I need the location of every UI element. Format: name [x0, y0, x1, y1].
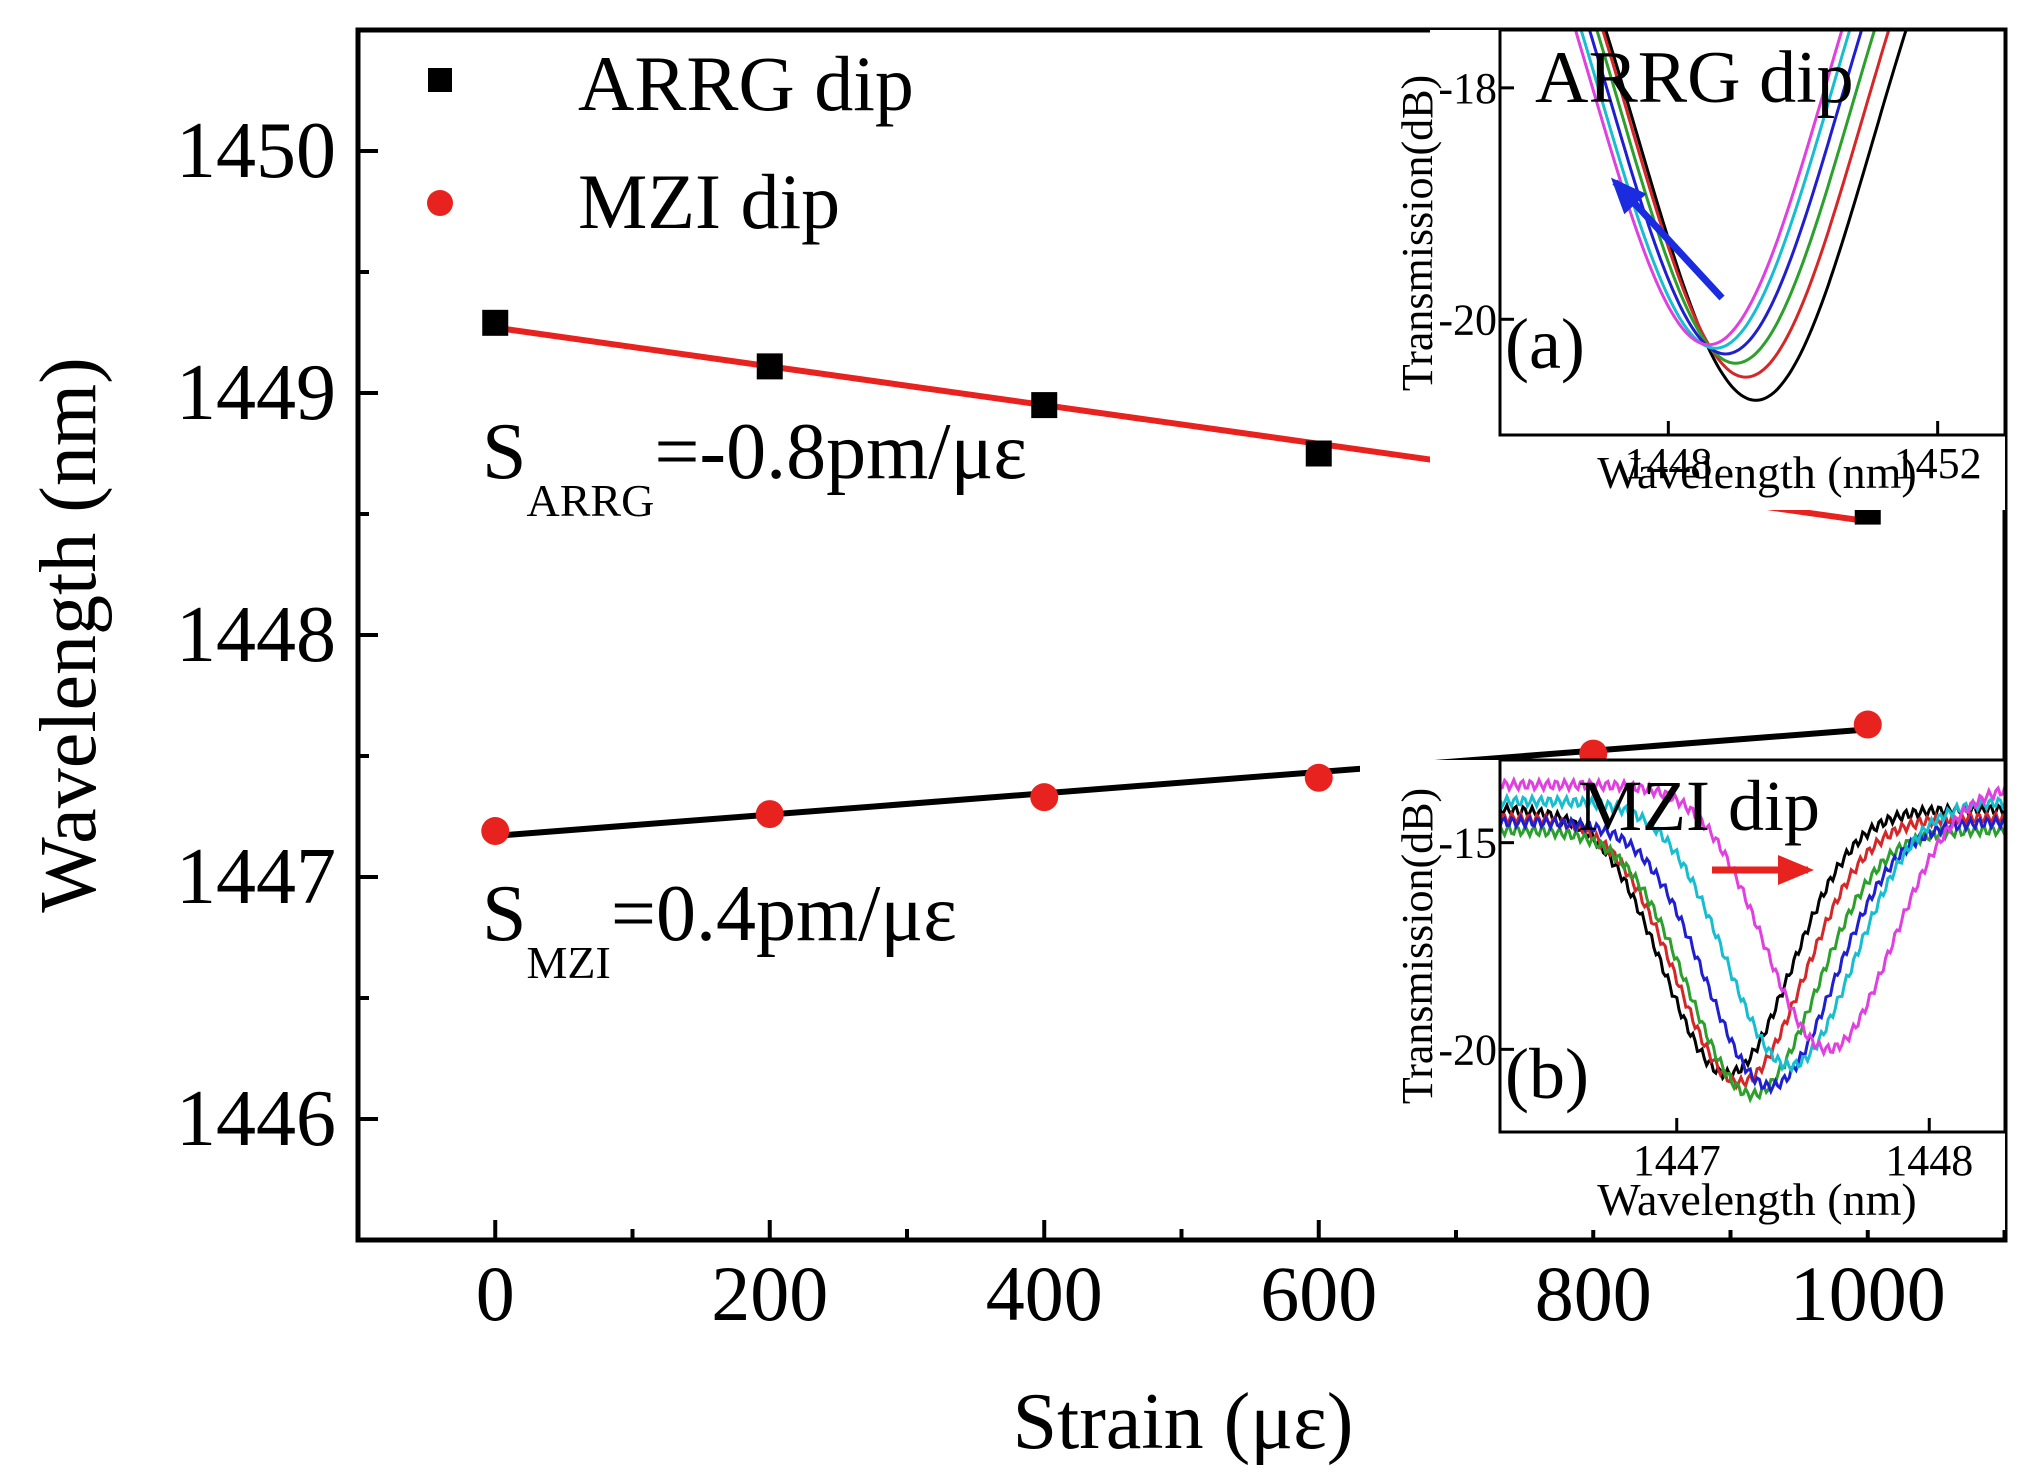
annotation-arrg-sub: ARRG: [527, 475, 655, 526]
arrg-data-point: [1031, 392, 1058, 419]
inset-b-x-axis-title: Wavelength (nm): [1597, 1174, 1916, 1225]
inset-b-spectrum-line: [1500, 792, 2005, 1075]
legend-mzi-marker: [427, 190, 453, 216]
annotation-arrg-s: S: [482, 408, 527, 496]
annotation-mzi-value: =0.4pm/με: [611, 870, 957, 958]
inset-a-spectrum-line: [1587, 30, 1864, 356]
mzi-data-point: [1304, 763, 1333, 792]
mzi-data-point: [755, 800, 784, 829]
inset-a-x-tick-label: 1448: [1624, 439, 1712, 488]
y-tick-label: 1450: [176, 107, 336, 195]
legend-mzi-label: MZI dip: [578, 158, 840, 245]
inset-b-shift-arrow: [1712, 855, 1814, 885]
inset-a-spectrum-line: [1595, 30, 1877, 365]
arrg-data-point: [482, 309, 509, 336]
inset-a-spectrum-line: [1604, 30, 1908, 402]
inset-a-spectrum-line: [1601, 30, 1891, 379]
inset-a: 1448 1452 -18 -20 ARRG dip (a) Wavelength (…: [1393, 28, 2007, 510]
annotation-arrg-value: =-0.8pm/με: [654, 408, 1027, 496]
inset-b-frame: [1498, 758, 2007, 1134]
mzi-fit-line: [495, 726, 1868, 839]
mzi-data-point: [481, 817, 510, 846]
inset-b-spectrum-line: [1500, 775, 2005, 1058]
y-tick-label: 1448: [176, 591, 336, 679]
inset-a-panel-label: (a): [1505, 304, 1585, 384]
annotation-mzi-sub: MZI: [527, 937, 611, 988]
inset-b-arrow-head: [1778, 855, 1814, 885]
main-axis-ticks: 0 200 400 600 800 1000 1446 1447 1448 1449 1450: [176, 28, 2007, 1337]
inset-b-y-tick-label: -20: [1438, 1025, 1497, 1074]
inset-b: 1447 1448 -15 -20 MZI dip (b) Wavelength (n…: [1360, 758, 2007, 1230]
annotation-arrg-sensitivity: SARRG=-0.8pm/με: [482, 408, 1027, 526]
inset-b-spectrum-line: [1500, 821, 2005, 1104]
x-tick-label: 0: [476, 1250, 515, 1337]
arrg-data-point: [756, 353, 783, 380]
inset-a-y-tick-label: -18: [1438, 64, 1497, 113]
inset-b-curves: [1500, 775, 2005, 1104]
inset-a-arrow-head: [1610, 177, 1647, 215]
inset-a-curves: [1573, 30, 1908, 402]
y-tick-label: 1446: [176, 1075, 336, 1163]
x-tick-label: 600: [1260, 1250, 1377, 1337]
inset-b-x-tick-label: 1447: [1633, 1136, 1721, 1185]
inset-b-y-tick-label: -15: [1438, 819, 1497, 868]
mzi-data-point: [1853, 710, 1882, 739]
inset-a-spectrum-line: [1573, 30, 1844, 347]
inset-a-ticks: 1448 1452 -18 -20: [1438, 64, 1981, 488]
x-tick-label: 400: [986, 1250, 1103, 1337]
x-tick-label: 800: [1535, 1250, 1652, 1337]
inset-b-panel-label: (b): [1505, 1034, 1589, 1114]
y-tick-label: 1449: [176, 349, 336, 437]
legend-arrg-marker: [428, 68, 452, 92]
y-axis-title: Wavelength (nm): [25, 357, 113, 913]
inset-a-y-tick-label: -20: [1438, 295, 1497, 344]
inset-a-title: ARRG dip: [1535, 37, 1854, 119]
arrg-data-point: [1305, 440, 1332, 467]
x-axis-title: Strain (με): [1013, 1378, 1354, 1466]
inset-a-x-axis-title: Wavelength (nm): [1597, 447, 1916, 498]
inset-b-y-axis-title: Transmission(dB): [1393, 788, 1442, 1104]
x-tick-label: 1000: [1790, 1250, 1946, 1337]
mzi-data-point: [1030, 783, 1059, 812]
y-tick-label: 1447: [176, 833, 336, 921]
annotation-mzi-sensitivity: SMZI=0.4pm/με: [482, 870, 957, 988]
inset-a-spectrum-line: [1579, 30, 1852, 350]
legend: ARRG dip MZI dip: [427, 40, 914, 245]
inset-b-ticks: 1447 1448 -15 -20: [1438, 819, 1973, 1185]
inset-a-y-axis-title: Transmission(dB): [1393, 75, 1442, 391]
inset-a-frame: [1498, 28, 2007, 437]
inset-b-title: MZI dip: [1578, 766, 1820, 846]
inset-b-x-tick-label: 1448: [1885, 1136, 1973, 1185]
x-tick-label: 200: [711, 1250, 828, 1337]
inset-a-x-tick-label: 1452: [1894, 439, 1982, 488]
inset-a-shift-arrow: [1610, 177, 1725, 301]
annotation-mzi-s: S: [482, 870, 527, 958]
legend-arrg-label: ARRG dip: [578, 40, 914, 127]
